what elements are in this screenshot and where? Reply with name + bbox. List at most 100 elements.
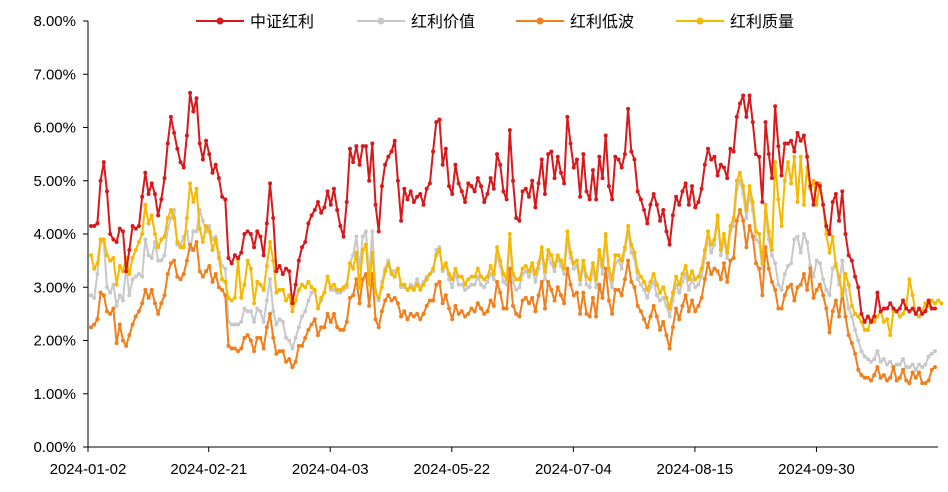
legend-item: 中证红利	[196, 12, 314, 31]
data-point	[817, 282, 822, 287]
data-point	[191, 109, 196, 114]
data-point	[447, 271, 452, 276]
data-point	[223, 197, 228, 202]
data-point	[453, 162, 458, 167]
data-point	[677, 282, 682, 287]
data-point	[511, 271, 515, 276]
data-point	[463, 287, 468, 292]
data-point	[399, 282, 404, 287]
data-point	[693, 277, 698, 282]
data-point	[779, 287, 784, 292]
data-point	[718, 277, 723, 282]
data-point	[331, 311, 336, 316]
data-point	[389, 271, 394, 276]
data-point	[274, 351, 279, 356]
data-point	[367, 282, 372, 287]
data-point	[434, 247, 439, 252]
data-point	[284, 335, 289, 340]
data-point	[760, 293, 765, 298]
data-point	[664, 295, 669, 300]
data-point	[485, 309, 490, 314]
data-point	[693, 309, 698, 314]
data-point	[632, 250, 637, 255]
data-point	[379, 285, 384, 290]
data-point	[130, 277, 135, 282]
data-point	[731, 216, 736, 221]
data-point	[133, 314, 138, 319]
data-point	[757, 154, 762, 159]
data-point	[885, 378, 890, 383]
data-point	[514, 311, 519, 316]
data-point	[917, 362, 922, 367]
data-point	[338, 224, 343, 229]
data-point	[117, 322, 122, 327]
data-point	[386, 293, 391, 298]
data-point	[526, 301, 531, 306]
data-point	[670, 325, 675, 330]
data-point	[226, 295, 231, 300]
data-point	[440, 301, 445, 306]
data-point	[552, 263, 557, 268]
data-point	[488, 298, 493, 303]
data-point	[709, 271, 714, 276]
data-point	[239, 250, 244, 255]
data-point	[830, 309, 835, 314]
data-point	[207, 224, 212, 229]
data-point	[268, 277, 273, 282]
data-point	[626, 106, 631, 111]
data-point	[495, 279, 500, 284]
data-point	[792, 298, 797, 303]
data-point	[440, 162, 445, 167]
data-point	[363, 229, 368, 234]
data-point	[469, 282, 474, 287]
data-point	[616, 258, 621, 263]
data-point	[635, 269, 640, 274]
data-point	[642, 279, 647, 284]
data-point	[300, 314, 304, 319]
data-point	[351, 293, 356, 298]
data-point	[715, 213, 720, 218]
data-point	[200, 239, 205, 244]
data-point	[405, 197, 410, 202]
data-point	[702, 277, 707, 282]
data-point	[184, 216, 189, 221]
data-point	[447, 184, 452, 189]
data-point	[140, 274, 145, 279]
data-point	[322, 205, 327, 210]
data-point	[897, 314, 902, 319]
data-point	[910, 306, 915, 311]
data-point	[418, 192, 423, 197]
data-point	[226, 255, 231, 260]
data-point	[89, 293, 93, 298]
data-point	[840, 189, 845, 194]
data-point	[434, 253, 439, 258]
data-point	[495, 245, 500, 250]
data-point	[319, 295, 324, 300]
data-point	[766, 229, 771, 234]
data-point	[287, 269, 292, 274]
data-point	[728, 258, 733, 263]
data-point	[405, 287, 410, 292]
data-point	[885, 317, 890, 322]
data-point	[606, 266, 611, 271]
data-point	[287, 357, 292, 362]
data-point	[737, 208, 742, 213]
data-point	[933, 301, 937, 306]
data-point	[865, 375, 870, 380]
data-point	[533, 279, 538, 284]
data-point	[108, 258, 113, 263]
data-point	[603, 133, 608, 138]
data-point	[862, 375, 867, 380]
plot-area	[89, 90, 944, 386]
data-point	[677, 202, 682, 207]
data-point	[846, 306, 851, 311]
data-point	[354, 277, 359, 282]
data-point	[744, 216, 749, 221]
data-point	[421, 282, 426, 287]
data-point	[712, 242, 717, 247]
data-point	[300, 282, 304, 287]
data-point	[833, 298, 838, 303]
data-point	[542, 269, 547, 274]
data-point	[562, 266, 567, 271]
data-point	[552, 298, 557, 303]
